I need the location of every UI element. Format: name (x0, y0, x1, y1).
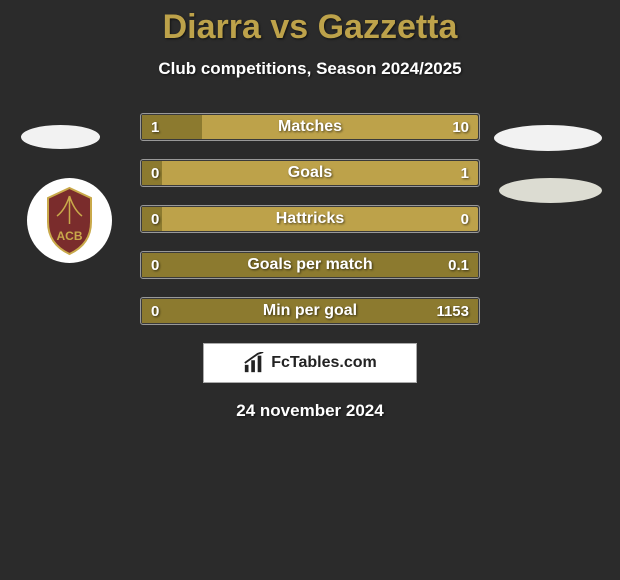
subtitle: Club competitions, Season 2024/2025 (0, 59, 620, 79)
shield-icon: ACB (27, 178, 112, 263)
stat-value-right: 1 (461, 160, 469, 186)
mid-right-ellipse (499, 178, 602, 203)
stat-bar-fill (142, 299, 478, 323)
page-title: Diarra vs Gazzetta (0, 0, 620, 47)
stat-bar-fill (142, 253, 478, 277)
stat-bar-base (142, 115, 478, 139)
fctables-watermark: FcTables.com (203, 343, 417, 383)
chart-icon (243, 352, 265, 374)
stat-row: 01Goals (140, 159, 480, 187)
stat-row: 00Hattricks (140, 205, 480, 233)
stat-value-left: 0 (151, 206, 159, 232)
fctables-label: FcTables.com (271, 354, 377, 372)
badge-letters: ACB (57, 229, 83, 243)
date-label: 24 november 2024 (0, 401, 620, 421)
stat-value-left: 0 (151, 160, 159, 186)
stat-value-right: 0.1 (448, 252, 469, 278)
stat-value-left: 1 (151, 114, 159, 140)
stat-row: 110Matches (140, 113, 480, 141)
stat-bar-base (142, 299, 478, 323)
top-right-ellipse (494, 125, 602, 151)
stats-container: 110Matches01Goals00Hattricks00.1Goals pe… (140, 113, 480, 325)
stat-row: 01153Min per goal (140, 297, 480, 325)
stat-value-left: 0 (151, 252, 159, 278)
left-club-badge: ACB (27, 178, 112, 263)
stat-row: 00.1Goals per match (140, 251, 480, 279)
stat-value-left: 0 (151, 298, 159, 324)
stat-bar-base (142, 207, 478, 231)
stat-value-right: 1153 (436, 298, 469, 324)
stat-value-right: 0 (461, 206, 469, 232)
top-left-ellipse (21, 125, 100, 149)
stat-bar-base (142, 253, 478, 277)
stat-value-right: 10 (452, 114, 469, 140)
stat-bar-base (142, 161, 478, 185)
